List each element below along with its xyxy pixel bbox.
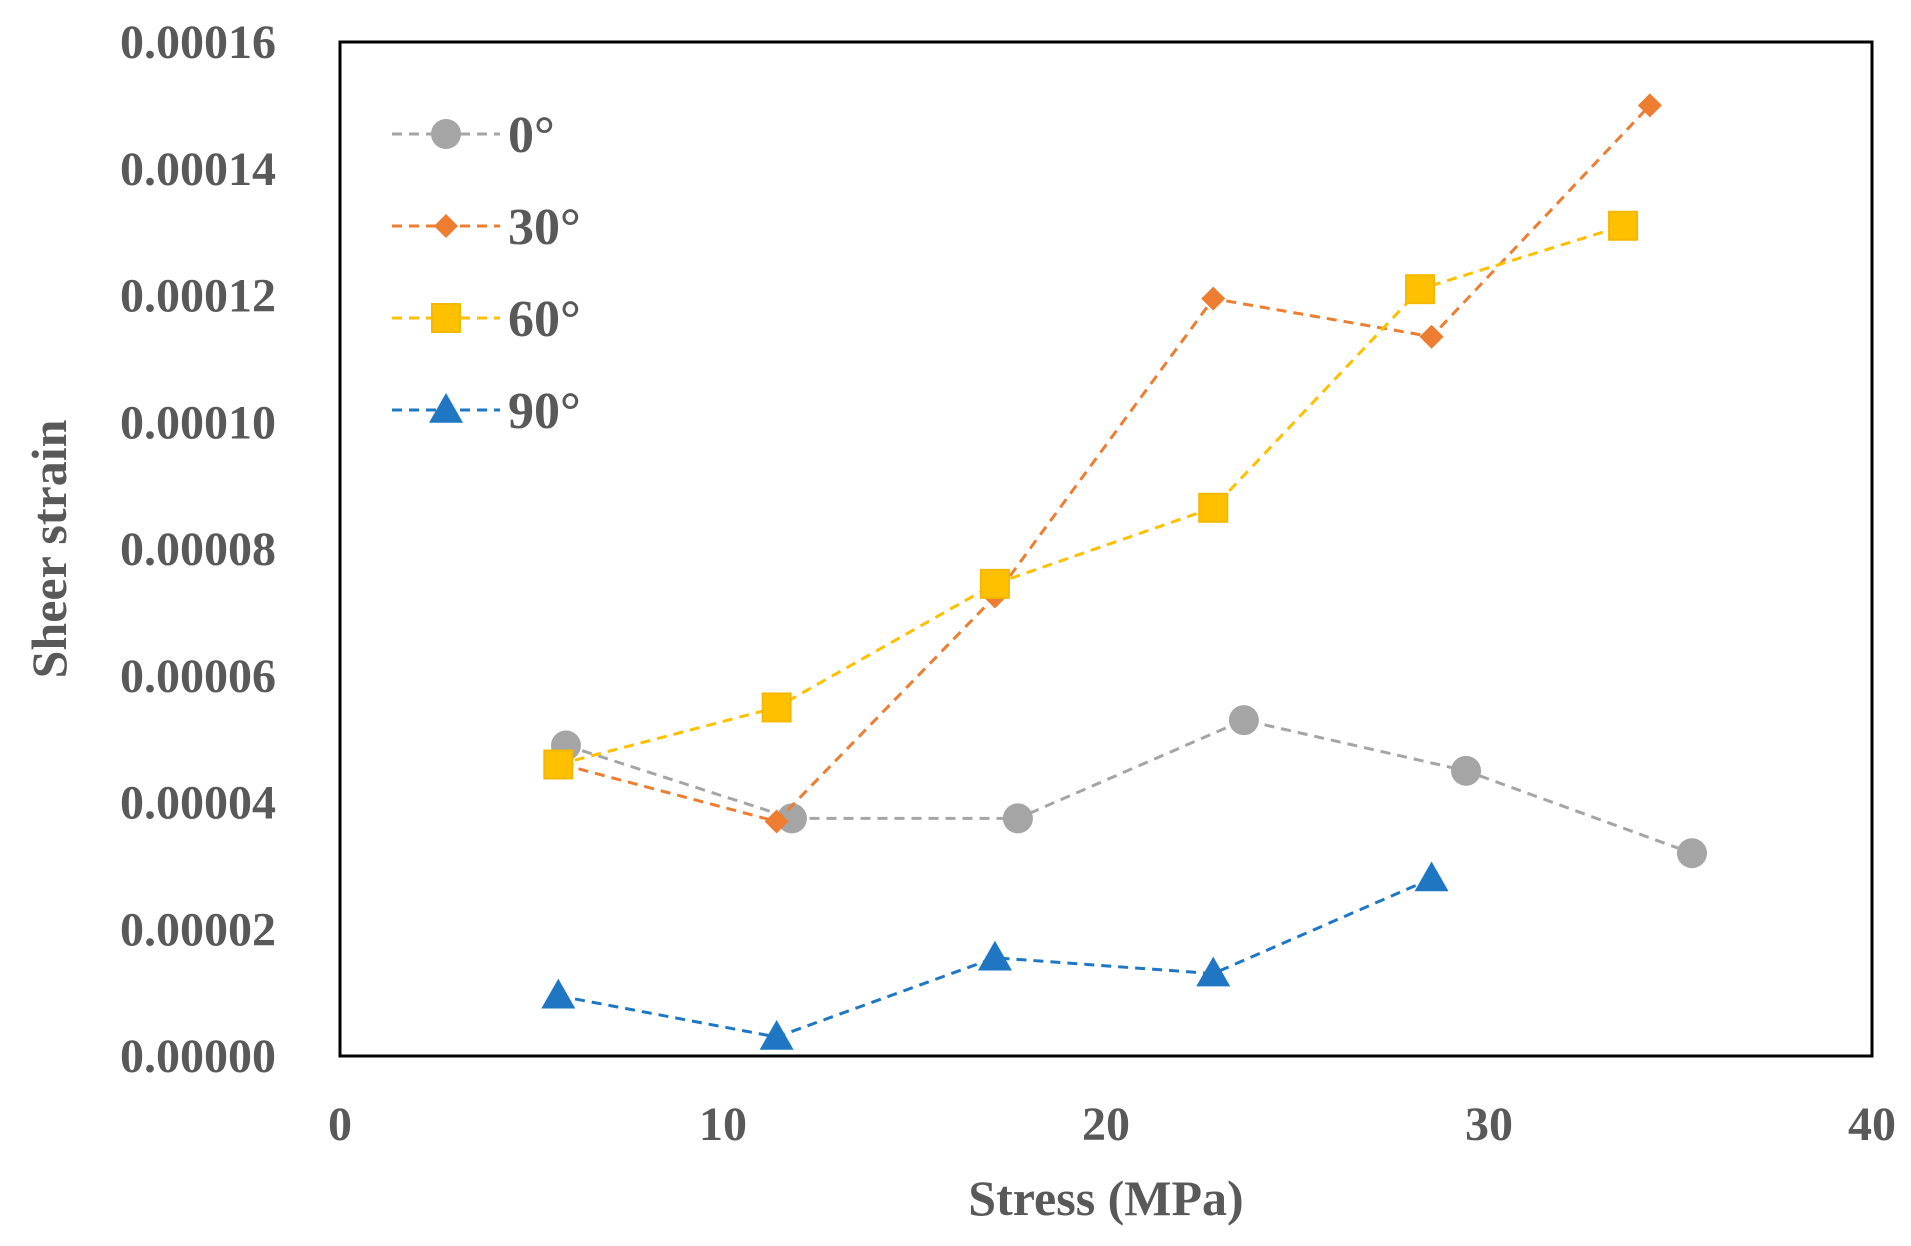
y-tick-label: 0.00014 (120, 143, 276, 196)
y-axis-title: Sheer strain (21, 419, 77, 678)
series-line (561, 104, 1651, 824)
legend-marker (429, 393, 463, 423)
data-point (979, 568, 1010, 599)
x-tick-label: 30 (1465, 1098, 1513, 1151)
data-point (1228, 705, 1259, 736)
y-tick-label: 0.00002 (120, 903, 276, 956)
plot-area-frame (338, 40, 1874, 1058)
data-point (543, 749, 574, 780)
data-point (1002, 803, 1033, 834)
legend-entry: 30° (392, 199, 581, 256)
y-tick-label: 0.00016 (120, 16, 276, 69)
y-tick-label: 0.00012 (120, 270, 276, 323)
legend-entry: 0° (392, 107, 555, 164)
data-point (776, 803, 807, 834)
data-point (1201, 286, 1226, 311)
data-point (1676, 838, 1707, 869)
series-3 (541, 861, 1449, 1050)
series-line (565, 718, 1693, 855)
data-point (541, 978, 576, 1009)
legend-label: 30° (508, 199, 581, 256)
series-0 (550, 705, 1707, 869)
series-line (557, 224, 1624, 766)
data-point (1419, 324, 1444, 349)
series-2 (543, 210, 1639, 780)
legend-marker (431, 303, 461, 333)
legend-marker (434, 214, 458, 238)
legend-entry: 60° (392, 291, 581, 348)
legend-label: 60° (508, 291, 581, 348)
legend-entry: 90° (392, 383, 581, 440)
x-axis-ticks: 0 10 20 30 40 (328, 1098, 1896, 1151)
series-layer (541, 93, 1707, 1050)
data-point (1608, 210, 1639, 241)
data-point (759, 1019, 794, 1050)
data-point (977, 940, 1012, 971)
y-axis-ticks: 0.00000 0.00002 0.00004 0.00006 0.00008 0.000… (120, 16, 276, 1083)
data-point (1196, 956, 1231, 987)
x-tick-label: 40 (1848, 1098, 1896, 1151)
x-tick-label: 0 (328, 1098, 352, 1151)
y-tick-label: 0.00004 (120, 777, 276, 830)
data-point (1198, 492, 1229, 523)
series-line (558, 877, 1433, 1039)
data-point (764, 809, 789, 834)
y-tick-label: 0.00006 (120, 650, 276, 703)
x-tick-label: 20 (1082, 1098, 1130, 1151)
y-tick-label: 0.00010 (120, 396, 276, 449)
legend-label: 0° (508, 107, 555, 164)
legend-marker (431, 119, 461, 149)
data-point (761, 692, 792, 723)
data-point (1637, 93, 1662, 118)
legend: 0° 30° 60° 90° (392, 107, 581, 440)
x-axis-title: Stress (MPa) (968, 1170, 1243, 1226)
series-1 (550, 93, 1662, 834)
data-point (1405, 274, 1436, 305)
legend-label: 90° (508, 383, 581, 440)
data-point (1451, 755, 1482, 786)
x-tick-label: 10 (699, 1098, 747, 1151)
y-tick-label: 0.00000 (120, 1030, 276, 1083)
y-tick-label: 0.00008 (120, 523, 276, 576)
data-point (1414, 861, 1449, 892)
